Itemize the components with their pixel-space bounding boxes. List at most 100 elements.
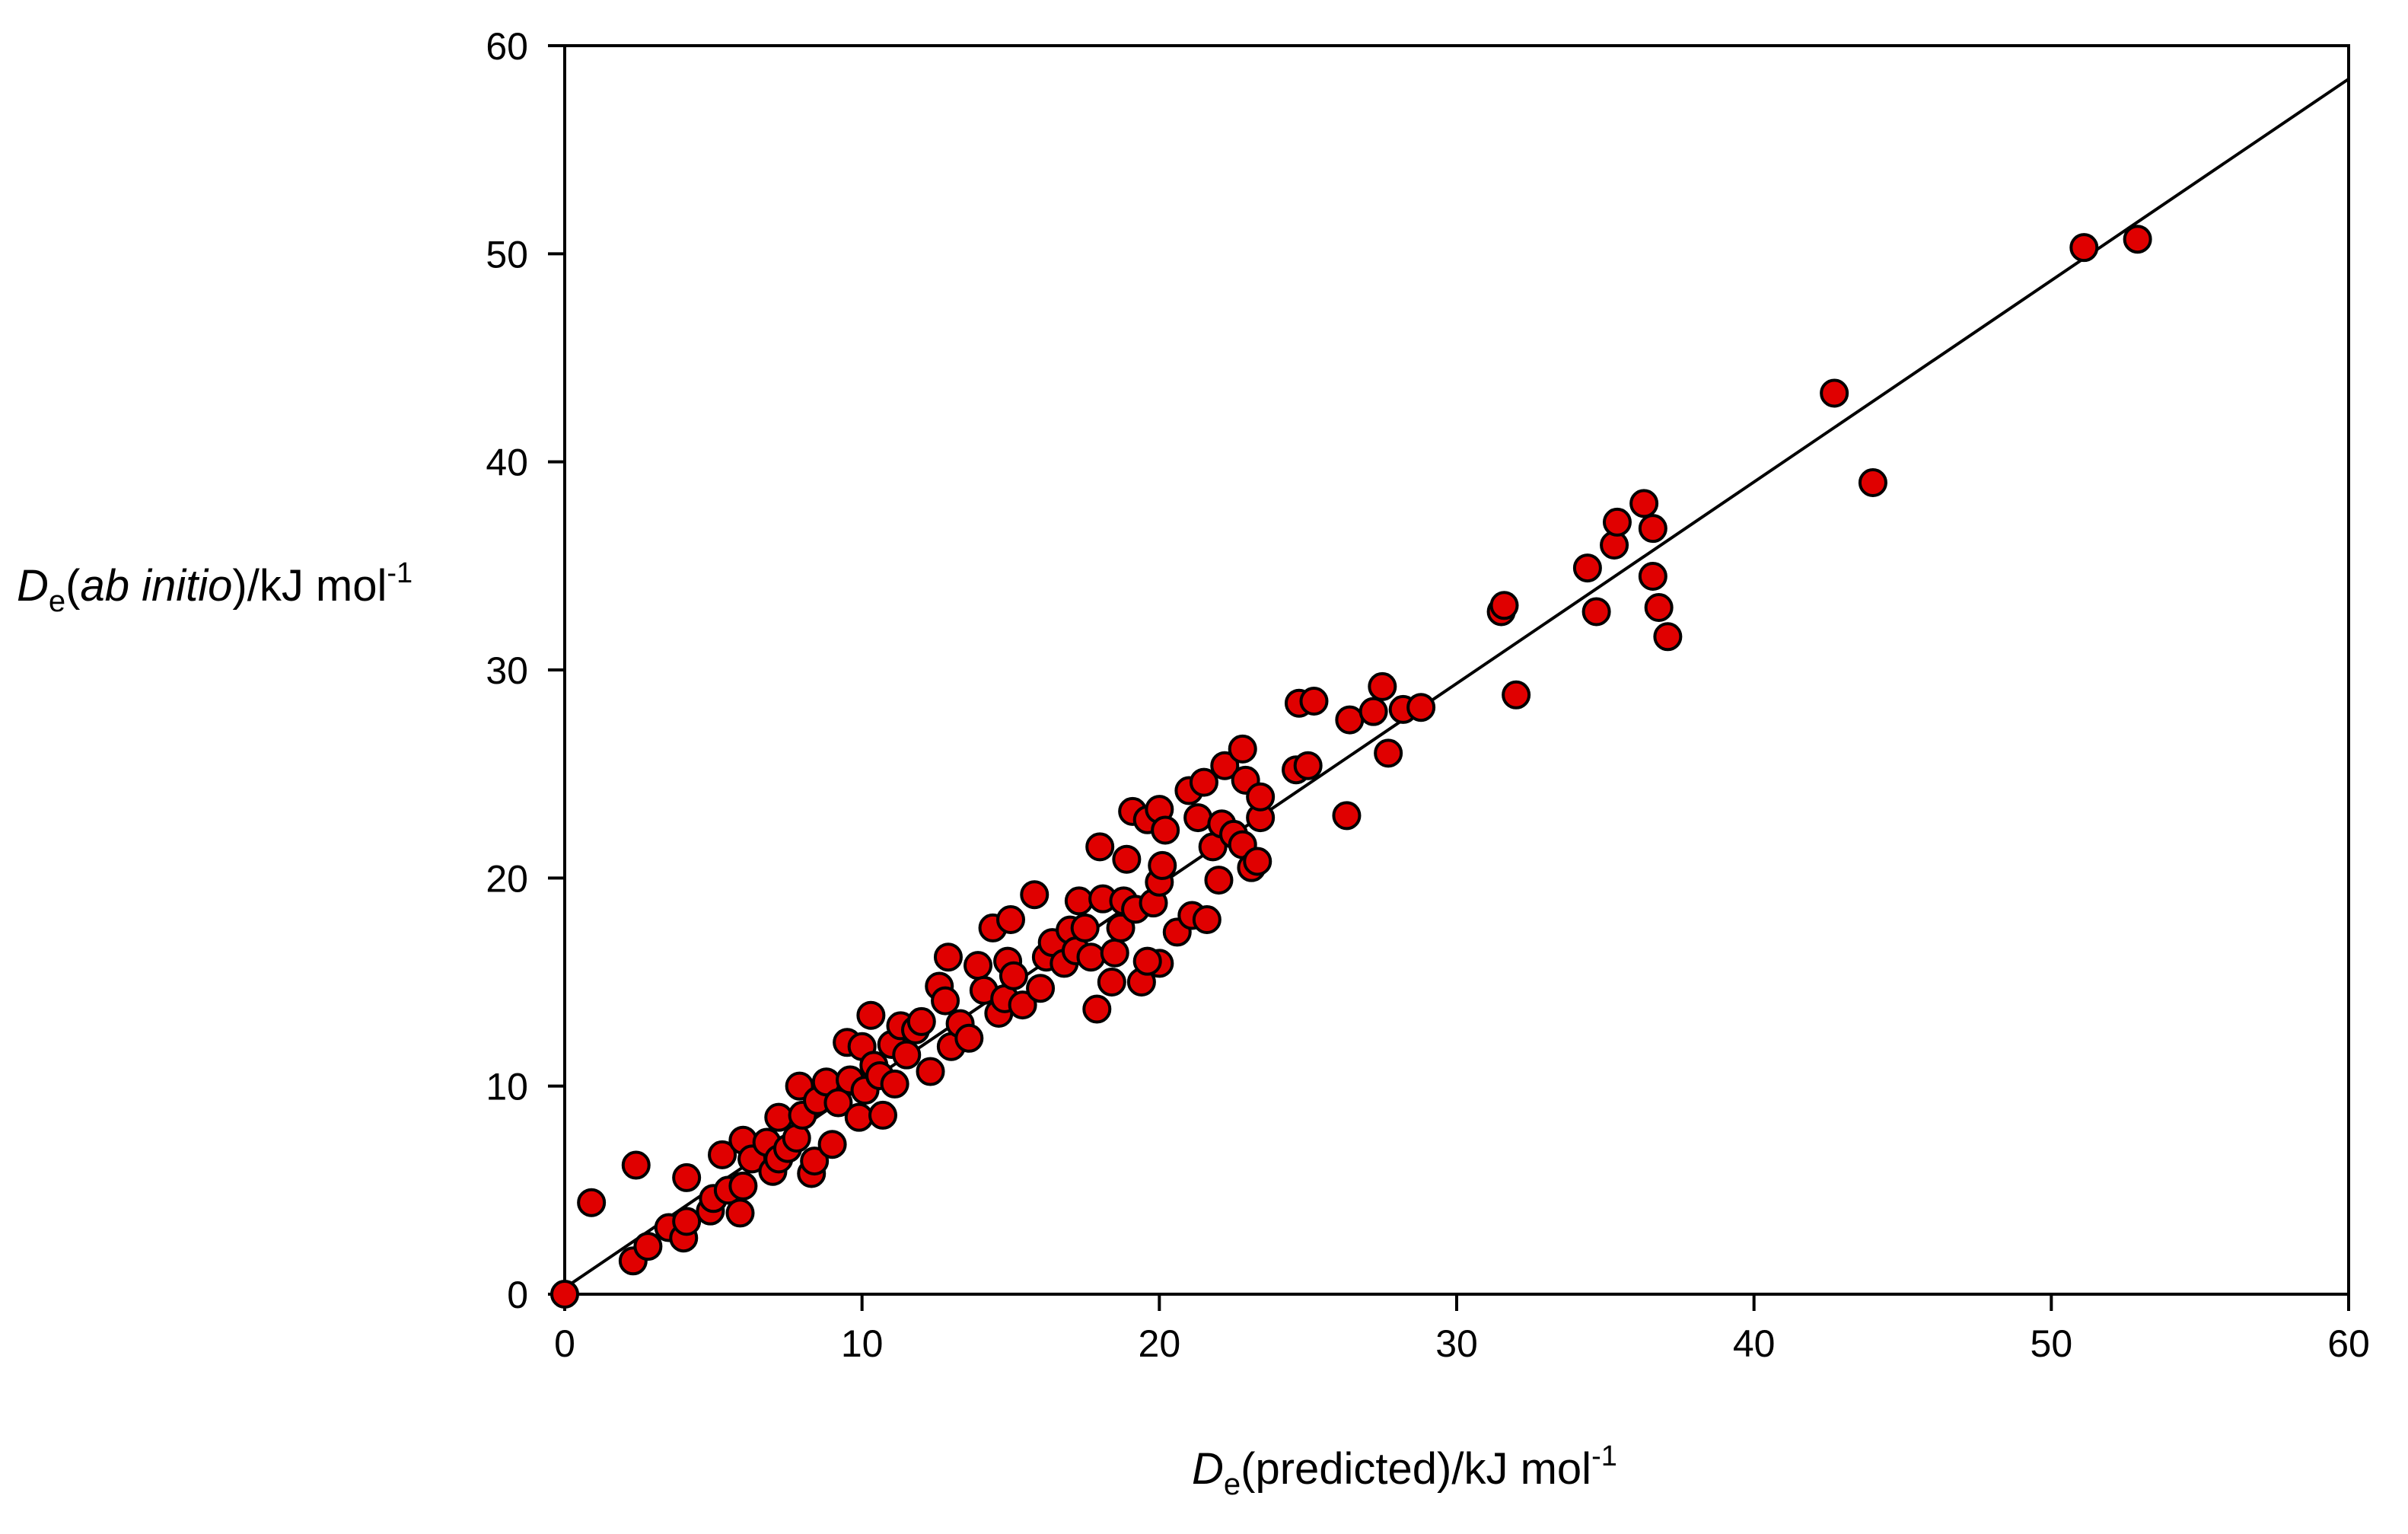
data-point [1100,938,1129,968]
data-point [1299,687,1329,716]
y-tick-label: 0 [507,1274,528,1316]
data-point [1097,968,1126,997]
x-tick-label: 10 [841,1322,884,1365]
data-point [1602,507,1632,537]
data-point [1151,815,1180,845]
data-point [1192,905,1222,934]
data-point [764,1102,794,1132]
x-tick-label: 0 [554,1322,575,1365]
data-point [1020,880,1050,910]
data-point [1026,974,1056,1003]
data-point [1293,751,1323,780]
data-point [1210,751,1240,780]
data-point [1638,514,1667,544]
data-point [931,986,960,1016]
data-point [1502,680,1531,710]
data-point [1008,990,1037,1020]
data-point [1374,738,1403,768]
data-point [1820,378,1849,408]
tick-labels: 0 10 20 30 40 50 60 0 10 20 30 40 50 60 [486,25,2369,1365]
data-point [1132,946,1162,976]
data-point [964,951,993,981]
data-point [1189,767,1218,797]
axes [548,44,2350,1311]
data-point [1572,553,1602,583]
x-axis-title: De(predicted)/kJ mol-1 [1192,1440,1617,1502]
data-point [1246,782,1276,812]
data-point [954,1023,984,1053]
data-point [577,1188,607,1217]
y-axis-italic: ab initio [80,561,233,611]
x-tick-label: 20 [1139,1322,1181,1365]
y-axis-superscript: -1 [387,557,413,589]
data-point [1629,489,1659,518]
data-point [2123,225,2152,254]
data-point [999,961,1028,990]
x-axis-superscript: -1 [1591,1440,1617,1472]
y-tick-label: 10 [486,1066,528,1108]
data-point [856,1000,886,1030]
x-axis-text: (predicted)/kJ mol [1241,1444,1592,1494]
data-point [728,1171,758,1201]
data-point [996,905,1025,934]
y-tick-label: 30 [486,649,528,692]
x-tick-label: 30 [1435,1322,1478,1365]
data-point [672,1207,702,1236]
x-tick-label: 60 [2327,1322,2370,1365]
data-point [725,1198,755,1228]
data-point [1183,803,1213,833]
data-point [708,1140,737,1169]
data-point [868,1100,898,1130]
x-tick-label: 40 [1733,1322,1776,1365]
data-point [1335,705,1365,735]
y-axis-title: De(ab initio)/kJ mol-1 [17,557,412,619]
data-point [1358,697,1388,726]
x-axis-symbol: D [1192,1444,1224,1494]
data-point [1085,832,1115,862]
data-point [1243,847,1272,876]
y-tick-label: 40 [486,442,528,484]
data-point [1638,562,1667,591]
y-tick-label: 20 [486,857,528,900]
data-point [916,1057,945,1086]
y-axis-text-pre: ( [65,561,81,611]
data-point [933,942,963,972]
data-point [1406,693,1436,722]
data-point [1112,844,1142,874]
data-point [1070,913,1100,942]
x-axis-subscript: e [1223,1468,1241,1501]
data-point [817,1130,847,1159]
data-point [892,1040,922,1070]
data-point [1064,886,1094,916]
y-tick-label: 50 [486,233,528,276]
x-tick-label: 50 [2031,1322,2073,1365]
data-point [844,1102,874,1132]
y-tick-label: 60 [486,25,528,68]
data-point [1148,850,1177,880]
data-point [1082,994,1112,1024]
data-point [1644,593,1674,622]
data-points [550,225,2152,1309]
y-axis-symbol: D [17,561,49,611]
data-point [1332,801,1362,831]
data-point [800,1147,830,1176]
data-point [906,1006,936,1036]
y-axis-text-post: )/kJ mol [232,561,387,611]
data-point [633,1232,663,1261]
data-point [2069,233,2099,263]
data-point [1076,942,1106,972]
data-point [823,1088,853,1118]
data-point [1581,597,1611,627]
data-point [1204,866,1234,895]
data-point [1653,622,1683,652]
data-point [672,1162,702,1192]
data-point [550,1280,579,1309]
data-point [1858,468,1887,497]
data-point [621,1150,651,1180]
data-point [1489,591,1519,620]
data-point [880,1069,909,1099]
data-point [1368,671,1397,701]
data-point [1228,734,1257,764]
y-axis-subscript: e [48,585,66,618]
